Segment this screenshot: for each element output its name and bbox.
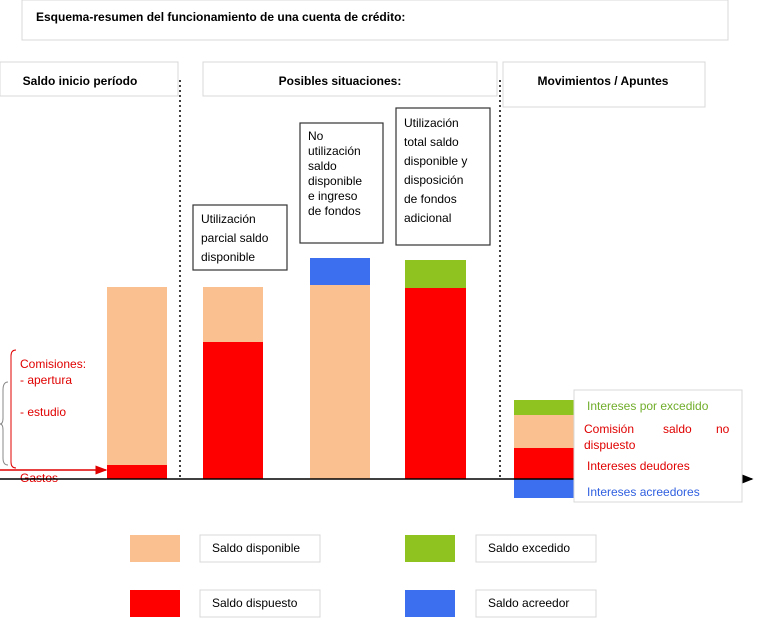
annotation: - estudio <box>20 405 66 419</box>
header-box <box>0 61 179 97</box>
annotation: - apertura <box>20 373 72 387</box>
brace <box>0 381 9 466</box>
legend-label: Saldo disponible <box>212 541 300 555</box>
situation-text: Utilización parcial saldo disponible <box>201 212 272 264</box>
bracket <box>10 349 17 469</box>
bar-segment <box>514 415 574 448</box>
annotation: Gastos <box>20 471 58 485</box>
label-box <box>573 389 743 503</box>
bar-segment <box>107 287 167 465</box>
situation-box <box>395 107 491 246</box>
header: Posibles situaciones: <box>279 74 402 88</box>
legend-swatch <box>130 590 180 617</box>
situation-box <box>192 204 288 271</box>
legend-box <box>475 534 597 563</box>
legend-label: Saldo excedido <box>488 541 570 555</box>
movement-label: Comisión <box>584 422 634 436</box>
movement-label: Intereses por excedido <box>587 399 709 413</box>
legend-label: Saldo acreedor <box>488 596 569 610</box>
legend-box <box>199 534 321 563</box>
header: Movimientos / Apuntes <box>538 74 669 88</box>
movement-label: saldo <box>663 422 692 436</box>
movement-label: no <box>716 422 730 436</box>
annotation: Comisiones: <box>20 357 86 371</box>
legend-box <box>475 589 597 618</box>
bar-segment <box>514 400 574 415</box>
bar-segment <box>107 465 167 479</box>
bar-segment <box>405 288 466 479</box>
bar-segment <box>405 260 466 288</box>
bar-segment <box>514 479 574 498</box>
bar-segment <box>514 448 574 479</box>
situation-text: Utilización total saldo disponible y dis… <box>404 116 471 225</box>
movement-label: Intereses acreedores <box>587 485 700 499</box>
legend-swatch <box>130 535 180 562</box>
bar-segment <box>310 258 370 285</box>
situation-text: No utilización saldo disponible e ingres… <box>308 129 365 218</box>
movement-label: Intereses deudores <box>587 459 690 473</box>
bar-segment <box>203 287 263 342</box>
legend-swatch <box>405 590 455 617</box>
header-box <box>202 61 498 97</box>
header: Saldo inicio período <box>23 74 138 88</box>
legend-swatch <box>405 535 455 562</box>
bar-segment <box>203 342 263 479</box>
title: Esquema-resumen del funcionamiento de un… <box>36 10 405 24</box>
legend-box <box>199 589 321 618</box>
title-box <box>21 0 729 41</box>
legend-label: Saldo dispuesto <box>212 596 298 610</box>
header-box <box>502 61 706 108</box>
situation-box <box>299 122 384 244</box>
bar-segment <box>310 285 370 479</box>
movement-label: dispuesto <box>584 438 636 452</box>
